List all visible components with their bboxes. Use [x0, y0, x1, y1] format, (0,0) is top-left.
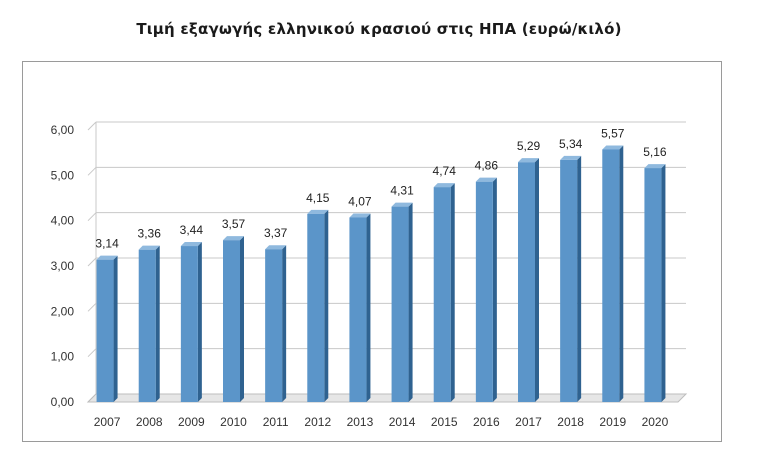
bar [180, 246, 198, 402]
bar [391, 206, 409, 402]
x-tick-label: 2018 [557, 415, 584, 429]
bar-top [96, 255, 118, 260]
bar-side [492, 177, 497, 402]
gridline-stub [87, 257, 97, 267]
bar [265, 249, 283, 402]
bar [433, 187, 451, 402]
bar [223, 240, 240, 402]
x-tick-label: 2014 [389, 415, 416, 429]
bar [349, 217, 367, 402]
y-tick-label: 4,00 [51, 214, 75, 228]
gridline-stub [87, 121, 97, 131]
x-tick-label: 2013 [347, 415, 374, 429]
data-label: 3,14 [95, 237, 119, 251]
y-tick-label: 6,00 [51, 123, 75, 137]
bar-side [324, 209, 329, 402]
bar-top [602, 145, 624, 150]
bar-top [391, 202, 413, 207]
x-tick-label: 2016 [473, 415, 500, 429]
bar [644, 168, 662, 402]
bar [602, 149, 620, 402]
data-label: 4,86 [475, 159, 499, 173]
bar-side [661, 164, 666, 402]
data-label: 4,74 [433, 164, 457, 178]
data-label: 5,16 [643, 145, 667, 159]
bar-side [535, 158, 539, 402]
bar-side [197, 242, 202, 402]
y-tick-label: 1,00 [51, 350, 75, 364]
data-label: 3,57 [222, 217, 246, 231]
bar-side [577, 155, 582, 402]
bar-top [180, 242, 202, 247]
y-tick-label: 2,00 [51, 304, 75, 318]
bar-side [450, 183, 455, 402]
data-label: 3,36 [138, 227, 162, 241]
x-tick-label: 2017 [515, 415, 542, 429]
bar-top [475, 177, 497, 182]
chart-floor [86, 393, 688, 403]
y-tick-label: 3,00 [51, 259, 75, 273]
bar-top [223, 236, 244, 241]
data-label: 5,34 [559, 137, 583, 151]
x-tick-label: 2010 [220, 415, 247, 429]
x-tick-label: 2012 [304, 415, 331, 429]
data-label: 4,15 [306, 191, 330, 205]
bar-side [240, 236, 244, 402]
bar-side [113, 255, 118, 402]
x-tick-label: 2007 [94, 415, 121, 429]
bar [96, 259, 114, 402]
bar-top [433, 183, 455, 188]
bar [518, 162, 535, 402]
bar [475, 181, 493, 402]
x-tick-label: 2020 [642, 415, 669, 429]
bar [138, 249, 156, 402]
data-label: 4,07 [348, 194, 372, 208]
x-tick-label: 2015 [431, 415, 458, 429]
bar-side [155, 245, 160, 402]
x-tick-label: 2019 [599, 415, 626, 429]
bar-side [408, 202, 413, 402]
gridline-stub [87, 348, 97, 358]
data-label: 4,31 [390, 184, 414, 198]
bar-top [560, 155, 582, 160]
gridline-stub [87, 302, 97, 312]
x-tick-label: 2009 [178, 415, 205, 429]
bar-top [307, 209, 329, 214]
bar-top [138, 245, 160, 250]
bar-top [265, 245, 287, 250]
bar-side [619, 145, 624, 402]
y-tick-label: 5,00 [51, 168, 75, 182]
data-label: 3,44 [180, 223, 204, 237]
data-label: 3,37 [264, 226, 288, 240]
gridline-stub [87, 212, 97, 222]
bar [560, 159, 578, 402]
bar [307, 213, 325, 402]
bar-top [349, 213, 371, 218]
bar-side [282, 245, 287, 402]
chart-title: Τιμή εξαγωγής ελληνικού κρασιού στις ΗΠΑ… [136, 20, 622, 38]
data-label: 5,29 [517, 139, 541, 153]
bar-top [644, 164, 666, 169]
bar-side [366, 213, 371, 402]
data-label: 5,57 [601, 126, 625, 140]
y-tick-label: 0,00 [51, 395, 75, 409]
x-tick-label: 2011 [263, 415, 289, 429]
bar-top [518, 158, 539, 163]
gridline-stub [87, 166, 97, 176]
x-tick-label: 2008 [136, 415, 163, 429]
